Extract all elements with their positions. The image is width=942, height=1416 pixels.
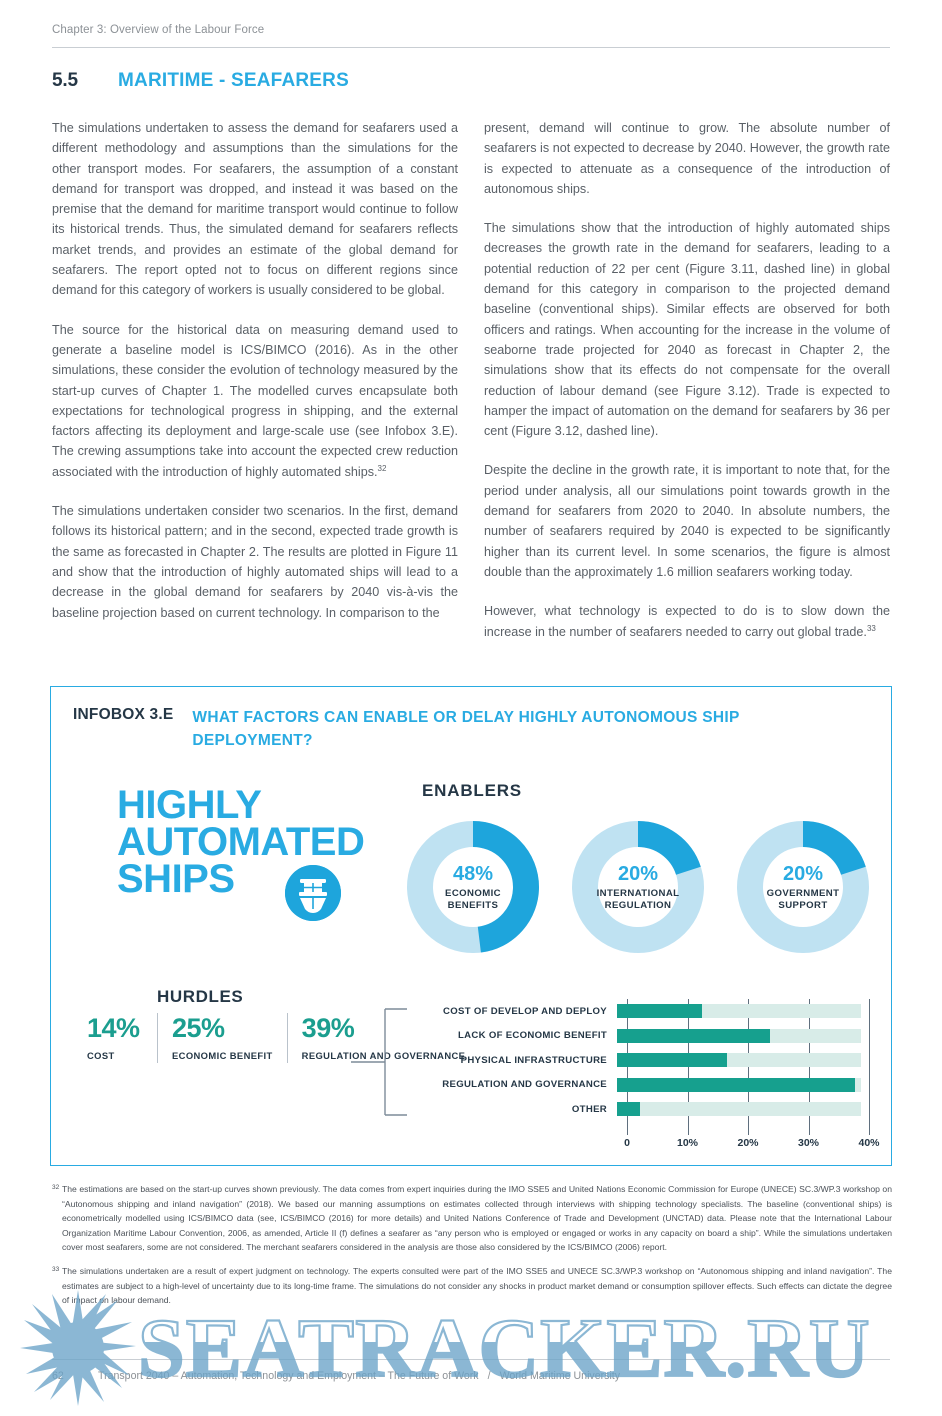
hurdles-bar-chart: COST OF DEVELOP AND DEPLOY LACK OF ECONO… [421, 999, 880, 1159]
footer-publisher: World Maritime University [499, 1370, 621, 1382]
footer-divider [52, 1359, 890, 1360]
gridline [869, 999, 870, 1135]
bar-track [617, 1053, 861, 1068]
infobox-label: INFOBOX 3.E [73, 706, 174, 723]
donut-percent: 20% [782, 862, 824, 885]
page-title: 5.5 MARITIME - SEAFARERS [52, 70, 349, 92]
paragraph-text: The source for the historical data on me… [52, 322, 458, 479]
axis-tick: 40% [858, 1137, 880, 1149]
hurdle-percent: 25% [172, 1013, 225, 1043]
donut-percent: 20% [617, 862, 659, 885]
bar-chart-x-axis: 0 10% 20% 30% 40% [624, 1137, 887, 1153]
bar-track [617, 1028, 861, 1043]
bar-track [617, 1004, 861, 1019]
running-head: Chapter 3: Overview of the Labour Force [52, 24, 265, 36]
footer-separator: / [487, 1370, 491, 1382]
footnote-text: The estimations are based on the start-u… [62, 1184, 892, 1253]
hurdle-economic-benefit: 25% ECONOMIC BENEFIT [157, 1013, 287, 1063]
paragraph: The source for the historical data on me… [52, 320, 458, 482]
donut-label: INTERNATIONAL REGULATION [596, 887, 680, 911]
bar-fill [617, 1102, 640, 1117]
paragraph: The simulations undertaken consider two … [52, 504, 458, 620]
donut-center: 20% INTERNATIONAL REGULATION [568, 817, 708, 957]
axis-tick: 20% [737, 1137, 759, 1149]
bar-track [617, 1077, 861, 1092]
paragraph: The simulations show that the introducti… [484, 221, 890, 439]
body-column-right: present, demand will continue to grow. T… [484, 118, 890, 642]
enablers-group: 48% ECONOMIC BENEFITS 20% INTERNATIONAL … [403, 817, 873, 957]
footnote-number: 32 [52, 1184, 60, 1191]
paragraph: Despite the decline in the growth rate, … [484, 463, 890, 579]
section-number: 5.5 [52, 70, 78, 91]
bar-row: REGULATION AND GOVERNANCE [421, 1073, 871, 1098]
hurdle-regulation-governance: 39% REGULATION AND GOVERNANCE [286, 1013, 480, 1063]
paragraph: present, demand will continue to grow. T… [484, 121, 890, 196]
footnote-33: 33 The simulations undertaken are a resu… [52, 1264, 892, 1308]
bar-chart-rows: COST OF DEVELOP AND DEPLOY LACK OF ECONO… [421, 999, 871, 1122]
page-number: 62 [52, 1370, 64, 1382]
donut-center: 20% GOVERNMENT SUPPORT [733, 817, 873, 957]
hurdle-percent: 14% [87, 1013, 140, 1043]
hurdle-label: COST [87, 1050, 115, 1061]
axis-tick: 30% [797, 1137, 820, 1149]
headline-text: HIGHLY AUTOMATED SHIPS [117, 783, 365, 901]
footnote-ref-33[interactable]: 33 [866, 623, 876, 633]
hurdle-label: ECONOMIC BENEFIT [172, 1050, 273, 1061]
bar-label: PHYSICAL INFRASTRUCTURE [460, 1054, 607, 1066]
body-column-left: The simulations undertaken to assess the… [52, 118, 458, 623]
paragraph-text: However, what technology is expected to … [484, 604, 890, 639]
axis-tick: 10% [676, 1137, 699, 1149]
hurdles-group: 14% COST 25% ECONOMIC BENEFIT 39% REGULA… [73, 1013, 479, 1063]
infobox-headline: HIGHLY AUTOMATED SHIPS [117, 783, 367, 921]
donut-percent: 48% [452, 862, 494, 885]
paragraph: However, what technology is expected to … [484, 601, 890, 642]
bar-row: OTHER [421, 1097, 871, 1122]
bar-row: COST OF DEVELOP AND DEPLOY [421, 999, 871, 1024]
bar-track [617, 1102, 861, 1117]
footnotes: 32 The estimations are based on the star… [52, 1182, 892, 1317]
infobox-title: WHAT FACTORS CAN ENABLE OR DELAY HIGHLY … [192, 709, 740, 749]
donut-chart-economic-benefits: 48% ECONOMIC BENEFITS [403, 817, 543, 957]
footnote-number: 33 [52, 1265, 60, 1273]
infobox-header: INFOBOX 3.E WHAT FACTORS CAN ENABLE OR D… [73, 706, 752, 752]
axis-tick: 0 [624, 1137, 630, 1149]
ship-icon [285, 865, 341, 921]
section-title: MARITIME - SEAFARERS [118, 70, 349, 91]
bar-fill [617, 1077, 855, 1092]
page-footer: 62 Transport 2040 – Automation, Technolo… [52, 1370, 620, 1382]
bracket-connector-icon [351, 1003, 423, 1121]
header-divider [52, 47, 890, 48]
bar-fill [617, 1053, 727, 1068]
footnote-ref-32[interactable]: 32 [377, 463, 387, 473]
bar-label: COST OF DEVELOP AND DEPLOY [443, 1005, 607, 1017]
hurdle-cost: 14% COST [73, 1013, 157, 1063]
bar-row: LACK OF ECONOMIC BENEFIT [421, 1024, 871, 1049]
bar-fill [617, 1028, 770, 1043]
bar-fill [617, 1004, 703, 1019]
bar-label: REGULATION AND GOVERNANCE [442, 1079, 607, 1091]
enablers-title: ENABLERS [422, 781, 522, 800]
hurdle-percent: 39% [301, 1013, 355, 1043]
footnote-text: The simulations undertaken are a result … [62, 1265, 892, 1306]
bar-row: PHYSICAL INFRASTRUCTURE [421, 1048, 871, 1073]
bar-label: OTHER [571, 1103, 607, 1115]
footnote-32: 32 The estimations are based on the star… [52, 1182, 892, 1255]
donut-center: 48% ECONOMIC BENEFITS [403, 817, 543, 957]
infobox-3e: INFOBOX 3.E WHAT FACTORS CAN ENABLE OR D… [50, 686, 892, 1166]
bar-label: LACK OF ECONOMIC BENEFIT [458, 1030, 607, 1042]
donut-chart-international-regulation: 20% INTERNATIONAL REGULATION [568, 817, 708, 957]
hurdles-title: HURDLES [157, 987, 244, 1006]
paragraph: The simulations undertaken to assess the… [52, 121, 458, 298]
donut-label: ECONOMIC BENEFITS [445, 887, 501, 911]
hurdle-label: REGULATION AND GOVERNANCE [301, 1050, 466, 1061]
donut-label: GOVERNMENT SUPPORT [766, 887, 840, 911]
footer-title: Transport 2040 – Automation, Technology … [98, 1370, 479, 1382]
donut-chart-government-support: 20% GOVERNMENT SUPPORT [733, 817, 873, 957]
